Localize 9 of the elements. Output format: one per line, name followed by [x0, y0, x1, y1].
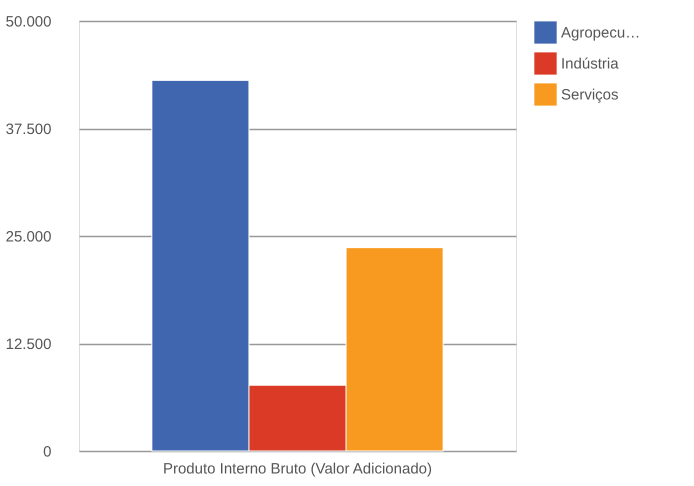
y-tick-label: 50.000 — [6, 14, 52, 30]
legend-label: Agropecu… — [561, 24, 640, 42]
legend-label: Indústria — [561, 56, 620, 72]
y-tick-label: 0 — [43, 444, 52, 460]
y-tick-label: 12.500 — [6, 336, 52, 353]
y-tick-label: 25.000 — [6, 228, 52, 246]
legend-label: Serviços — [561, 86, 619, 104]
x-tick-label: Produto Interno Bruto (Valor Adicionado) — [162, 460, 432, 478]
y-tick-label: 37.500 — [6, 121, 52, 138]
